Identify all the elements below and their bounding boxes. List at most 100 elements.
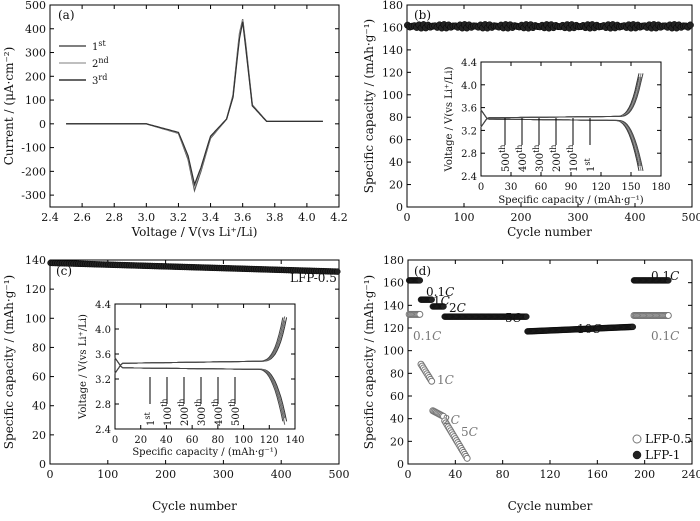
inset-c-frame [114, 303, 296, 430]
inset-c-charge-curve [114, 317, 284, 374]
inset-c-cycle-label: 500th [228, 399, 242, 426]
rate-label-lfp05: 5C [461, 425, 478, 439]
panel-b-xlabel: Cycle number [507, 225, 592, 239]
panel-a-x-tick-label: 2.8 [105, 211, 123, 224]
panel-a-y-tick-label: 500 [25, 0, 46, 12]
panel-c-x-tick-label: 0 [47, 468, 54, 481]
panel-d-x-tick-label: 240 [682, 468, 700, 481]
panel-d-xlabel: Cycle number [508, 499, 593, 513]
inset-c-x-tick-label: 40 [160, 435, 173, 446]
panel-d-y-tick-label: 100 [383, 345, 404, 358]
rate-label-lfp1: 0.1C [651, 269, 679, 283]
cycle-point [686, 21, 694, 29]
panel-c-letter: (c) [56, 264, 72, 278]
panel-d-y-tick-label: 180 [383, 254, 404, 267]
panel-a-x-tick-label: 4.0 [298, 211, 316, 224]
panel-b-y-tick-label: 140 [382, 44, 403, 57]
panel-a-letter: (a) [58, 8, 75, 22]
cv-curve-3rd [66, 21, 323, 187]
inset-b-x-tick-label: 90 [565, 182, 578, 193]
inset-c-cycle-label: 300th [194, 399, 208, 426]
legend-label-1st: 1st [92, 39, 106, 53]
inset-c-cycle-label: 1st [143, 412, 157, 426]
panel-b-x-tick-label: 300 [568, 211, 589, 224]
rate-label-lfp1: 1C [433, 294, 450, 308]
panel-a-x-tick-label: 3.8 [266, 211, 284, 224]
legend-label-lfp1: LFP-1 [645, 448, 680, 462]
rate-label-lfp05: 0.1C [651, 329, 679, 343]
inset-b-x-tick-label: 0 [478, 182, 484, 193]
cycle-point [334, 268, 341, 275]
panel-b-x-tick-label: 200 [511, 211, 532, 224]
panel-c-x-tick-label: 400 [271, 468, 292, 481]
inset-b-y-tick-label: 4.4 [461, 58, 477, 69]
panel-c-y-tick-label: 120 [25, 283, 46, 296]
panel-c-xlabel: Cycle number [152, 499, 237, 513]
inset-c-y-tick-label: 3.2 [95, 375, 111, 386]
panel-c-y-tick-label: 60 [32, 371, 46, 384]
panel-a: 2.4 2.6 2.8 3.0 3.2 3.4 3.6 3.8 4.0 4.2 -300 -200 -1… [21, 0, 347, 239]
inset-c-x-tick-label: 80 [211, 435, 224, 446]
inset-c-xlabel: Specific capacity / (mAh·g⁻¹) [132, 447, 277, 458]
panel-c-x-tick-label: 100 [97, 468, 118, 481]
inset-c-x-tick-label: 120 [260, 435, 279, 446]
lfp05-point [463, 454, 471, 462]
panel-d-x-tick-label: 160 [587, 468, 608, 481]
inset-b-x-tick-label: 60 [535, 182, 548, 193]
panel-a-x-tick-label: 2.6 [73, 211, 91, 224]
lfp1-point [440, 303, 447, 310]
panel-b-y-tick-label: 120 [382, 66, 403, 79]
panel-b-y-tick-label: 0 [396, 201, 403, 214]
inset-c-y-tick-label: 4.0 [95, 325, 111, 336]
lfp1-point [416, 277, 424, 284]
panel-c-y-tick-label: 140 [25, 254, 46, 267]
panel-b-y-tick-label: 20 [389, 179, 403, 192]
panel-d-y-tick-label: 160 [383, 277, 404, 290]
lfp05-point [428, 377, 436, 385]
panel-d-y-tick-label: 120 [383, 322, 404, 335]
panel-c-y-tick-label: 20 [32, 429, 46, 442]
rate-label-lfp1: 10C [577, 322, 601, 336]
panel-d-x-tick-label: 80 [496, 468, 510, 481]
inset-c-x-tick-label: 0 [112, 435, 118, 446]
inset-b-ylabel: Voltage / V(vs Li⁺/Li) [444, 66, 455, 172]
inset-c-cycle-label: 400th [211, 399, 225, 426]
panel-a-x-tick-label: 2.4 [41, 211, 59, 224]
legend-marker-lfp1 [632, 450, 642, 460]
panel-d-y-tick-label: 20 [390, 435, 404, 448]
inset-c-x-tick-label: 20 [134, 435, 147, 446]
inset-c-y-tick-label: 2.8 [95, 400, 111, 411]
lfp1-point [523, 313, 530, 320]
inset-c-x-tick-label: 60 [186, 435, 199, 446]
panel-b-y-tick-label: 180 [382, 0, 403, 12]
legend-label-lfp05: LFP-0.5 [645, 432, 692, 446]
inset-c-cycle-label: 100th [160, 399, 174, 426]
inset-c-discharge-curve [114, 357, 284, 422]
panel-c-x-tick-label: 500 [329, 468, 350, 481]
panel-b-x-tick-label: 100 [454, 211, 475, 224]
inset-c-y-tick-label: 2.4 [95, 425, 111, 436]
inset-b-x-tick-label: 180 [651, 182, 670, 193]
lfp1-point [629, 323, 637, 331]
panel-d-x-tick-label: 0 [405, 468, 412, 481]
panel-c-x-tick-label: 200 [155, 468, 176, 481]
panel-a-y-tick-label: 200 [25, 70, 46, 83]
lfp05-point [416, 310, 424, 318]
inset-b-x-tick-label: 30 [505, 182, 518, 193]
inset-b-cycle-label: 1st [583, 158, 597, 172]
panel-a-y-tick-label: 0 [39, 118, 46, 131]
inset-b-y-tick-label: 3.2 [461, 126, 477, 137]
panel-b-ylabel: Specific capacity / (mAh·g⁻¹) [362, 19, 376, 193]
inset-c-ylabel: Voltage / V(vs Li⁺/Li) [78, 314, 89, 420]
panel-c-y-tick-label: 0 [39, 458, 46, 471]
panel-d-y-tick-label: 60 [390, 390, 404, 403]
inset-b-discharge-curve [480, 109, 644, 172]
panel-c-x-tick-label: 300 [213, 468, 234, 481]
inset-b-cycle-label: 400th [515, 145, 529, 172]
panel-d-y-tick-label: 80 [390, 367, 404, 380]
inset-c-x-tick-label: 140 [285, 435, 304, 446]
panel-c-frame [49, 259, 340, 465]
panel-a-xlabel: Voltage / V(vs Li⁺/Li) [131, 225, 258, 239]
panel-a-x-tick-label: 3.0 [138, 211, 156, 224]
panel-c-y-tick-label: 100 [25, 312, 46, 325]
